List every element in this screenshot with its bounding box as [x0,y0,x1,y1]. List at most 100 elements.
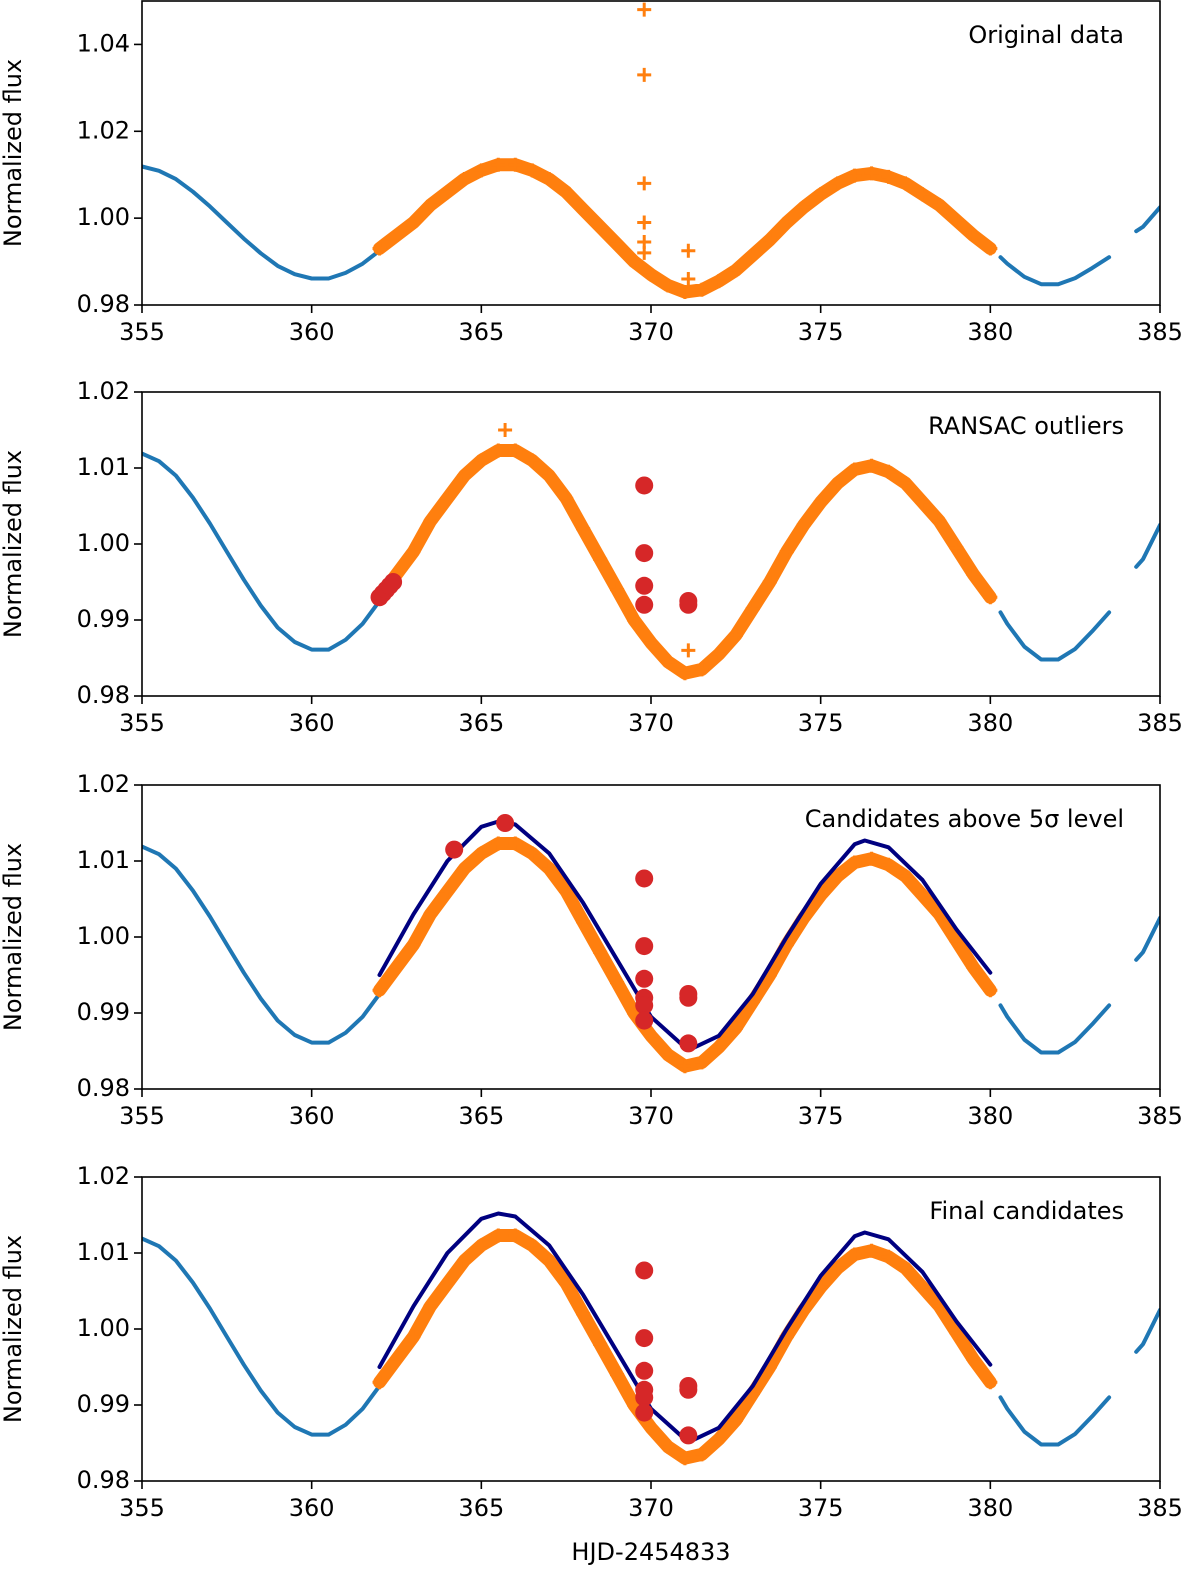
plus-marker [898,176,913,191]
x-tick-label: 355 [119,709,165,737]
plus-marker [423,198,438,213]
plus-marker [694,282,709,297]
plus-marker [389,960,404,975]
x-axis-label: HJD-2454833 [571,1538,730,1566]
plus-marker [898,476,913,491]
plus-marker [864,166,879,181]
x-tick-label: 375 [798,318,844,346]
panel: 355 360 365 370 375 380 385 0.98 0.99 1.00 1.01 1.0… [0,1162,1183,1566]
x-tick-label: 380 [967,1494,1013,1522]
circle-marker [635,476,654,495]
plus-marker [898,1261,913,1276]
plus-marker [627,1006,642,1020]
x-tick-label: 360 [289,1102,335,1130]
y-tick-label: 0.98 [77,1466,130,1494]
panel-title: Final candidates [929,1197,1124,1225]
plus-marker [389,1352,404,1367]
plus-marker [576,1306,591,1321]
circle-marker [635,1388,654,1407]
data-band [998,255,1112,287]
x-tick-label: 365 [458,1102,504,1130]
plus-marker [637,2,652,17]
x-tick-label: 375 [798,1494,844,1522]
plus-marker [474,1238,489,1253]
plus-marker [813,1280,828,1295]
plus-marker [677,1059,692,1074]
data-band [1134,205,1160,234]
circle-marker [445,840,464,859]
x-tick-label: 385 [1137,709,1183,737]
y-tick-label: 1.00 [77,1314,130,1342]
plus-marker [491,157,506,172]
plus-marker [779,215,794,230]
y-tick-label: 1.01 [77,453,130,481]
data-band [142,844,382,1045]
plus-marker [847,855,862,870]
panel: 355 360 365 370 375 380 385 0.98 1.00 1.02 1.04 Ori… [0,0,1183,346]
panel: 355 360 365 370 375 380 385 0.98 0.99 1.00 1.01 1.0… [0,770,1183,1130]
plus-marker [576,521,591,536]
plus-marker [389,228,404,243]
plus-marker [830,869,845,884]
plus-marker [440,185,455,200]
y-tick-label: 0.99 [77,1390,130,1418]
plus-marker [728,1413,743,1428]
plus-marker [498,423,513,437]
plus-marker [660,278,675,293]
x-tick-label: 375 [798,709,844,737]
plus-marker [542,172,557,187]
plus-marker [796,518,811,532]
plus-marker [796,200,811,215]
x-tick-label: 380 [967,318,1013,346]
circle-marker [635,576,654,595]
plot-area [142,814,1160,1074]
x-tick-label: 375 [798,1102,844,1130]
plus-marker [508,836,523,851]
plus-marker [610,582,625,597]
plus-marker [637,176,652,191]
circle-marker [635,1361,654,1380]
plus-marker [660,1439,675,1454]
plus-marker [406,544,421,559]
plus-marker [932,198,947,213]
plus-marker [593,552,608,567]
plus-marker [830,476,845,491]
plus-marker [966,567,981,582]
x-tick-label: 370 [628,1102,674,1130]
y-tick-label: 0.98 [77,1074,130,1102]
x-tick-label: 385 [1137,1494,1183,1522]
y-tick-label: 1.00 [77,922,130,950]
panel-title: RANSAC outliers [928,412,1124,440]
data-band [1134,523,1160,569]
circle-marker [496,814,515,832]
plus-marker [474,163,489,178]
plus-marker [423,514,438,529]
plus-marker [881,464,896,479]
y-tick-label: 0.98 [77,681,130,709]
x-tick-label: 355 [119,1102,165,1130]
y-tick-label: 0.99 [77,605,130,633]
circle-marker [679,595,698,614]
y-tick-label: 1.02 [77,1162,130,1190]
circle-marker [679,1034,698,1053]
plus-marker [881,1249,896,1264]
y-axis-label: Normalized flux [0,59,27,247]
panel-title: Candidates above 5σ level [805,805,1124,833]
plus-marker [830,1261,845,1276]
plus-marker [627,1398,642,1412]
plus-marker [983,1375,998,1390]
panel-title: Original data [968,21,1124,49]
plus-marker [745,601,760,616]
x-tick-label: 385 [1137,1102,1183,1130]
plus-marker [681,271,696,286]
circle-marker [635,937,654,956]
plus-marker [525,453,540,468]
plus-marker [711,1040,726,1055]
plus-marker [644,1420,658,1435]
plus-marker [881,169,896,184]
plus-marker [983,590,998,605]
y-tick-label: 1.02 [77,116,130,144]
plus-marker [644,635,658,650]
plus-marker [728,628,743,643]
x-tick-label: 360 [289,709,335,737]
